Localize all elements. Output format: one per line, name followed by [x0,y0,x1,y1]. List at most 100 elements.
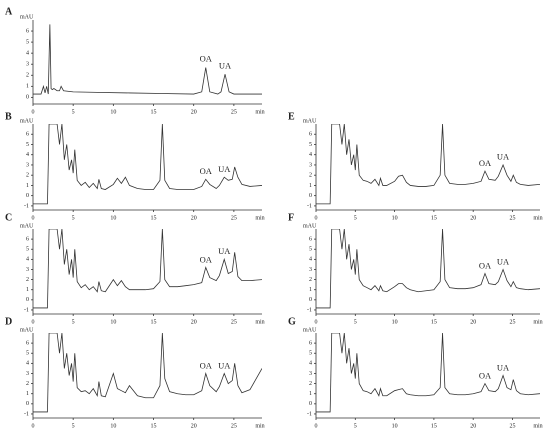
y-tick-label: 4 [26,257,29,263]
x-tick-label: 5 [72,109,75,115]
peak-label: OA [479,158,492,168]
y-tick-label: 1 [309,183,312,189]
y-tick-label: 2 [26,173,29,179]
y-tick-label: 2 [26,73,29,79]
panel-label: E [288,111,295,122]
x-tick-label: 0 [32,215,35,221]
x-tick-label: 5 [354,423,357,429]
x-tick-label: 10 [110,319,116,325]
x-tick-label: 25 [231,423,237,429]
y-tick-label: 6 [26,236,29,242]
y-tick-label: 2 [26,381,29,387]
y-tick-label: 0 [26,297,29,303]
x-tick-label: 5 [354,215,357,221]
peak-label: OA [479,370,492,380]
x-tick-label: 15 [151,215,157,221]
y-tick-label: 5 [309,351,312,357]
y-axis-label: mAU [20,327,34,333]
y-tick-label: 0 [26,95,29,101]
y-tick-label: 1 [309,391,312,397]
x-tick-label: 15 [431,319,437,325]
y-tick-label: -1 [307,411,312,417]
y-tick-label: 6 [309,132,312,138]
panel-label: F [288,212,294,223]
x-tick-label: 15 [431,215,437,221]
x-tick-label: 20 [470,423,476,429]
y-tick-label: 4 [309,152,312,158]
y-tick-label: 6 [26,28,29,34]
x-tick-label: 15 [431,423,437,429]
x-tick-label: 25 [509,215,515,221]
trace [316,124,540,205]
x-tick-label: 0 [32,319,35,325]
x-tick-label: 10 [110,423,116,429]
y-axis-label: mAU [20,223,34,229]
x-tick-label: 15 [151,109,157,115]
x-axis-label: min [533,423,542,429]
y-tick-label: 3 [26,267,29,273]
y-tick-label: 1 [26,391,29,397]
peak-label: OA [200,254,213,264]
x-axis-label: min [255,319,264,325]
y-tick-label: 1 [26,84,29,90]
peak-label: OA [479,260,492,270]
y-tick-label: 1 [26,183,29,189]
y-tick-label: 0 [26,401,29,407]
y-tick-label: -1 [307,307,312,313]
trace [316,229,540,309]
y-tick-label: 4 [26,361,29,367]
x-tick-label: 15 [151,423,157,429]
x-tick-label: 20 [191,423,197,429]
y-tick-label: 6 [26,340,29,346]
x-axis-label: min [255,109,264,115]
y-tick-label: -1 [24,411,29,417]
x-tick-label: 5 [72,423,75,429]
x-tick-label: 0 [32,423,35,429]
y-tick-label: 0 [309,297,312,303]
x-tick-label: 25 [509,319,515,325]
x-tick-label: 20 [191,319,197,325]
y-tick-label: 5 [26,351,29,357]
x-tick-label: 20 [470,319,476,325]
y-tick-label: 0 [26,193,29,199]
x-tick-label: 10 [110,215,116,221]
panel-label: A [5,6,13,17]
y-tick-label: 3 [309,267,312,273]
x-tick-label: 25 [231,319,237,325]
y-axis-label: mAU [303,327,317,333]
y-tick-label: 6 [309,236,312,242]
x-tick-label: 25 [509,423,515,429]
x-tick-label: 0 [315,423,318,429]
y-tick-label: 4 [309,361,312,367]
panel-label: G [288,316,296,327]
x-tick-label: 10 [392,215,398,221]
peak-label: UA [218,246,231,256]
x-tick-label: 25 [231,109,237,115]
y-tick-label: -1 [24,307,29,313]
panel-label: B [5,111,12,122]
y-axis-label: mAU [20,14,34,20]
x-tick-label: 5 [72,215,75,221]
y-tick-label: 2 [309,381,312,387]
x-tick-label: 5 [354,319,357,325]
x-axis-label: min [255,215,264,221]
trace [316,333,540,413]
trace [33,333,262,413]
x-tick-label: 0 [315,319,318,325]
y-tick-label: 1 [309,287,312,293]
y-axis-label: mAU [303,223,317,229]
y-axis-label: mAU [20,118,34,124]
peak-label: UA [497,362,510,372]
y-tick-label: 5 [309,247,312,253]
x-tick-label: 20 [470,215,476,221]
y-tick-label: 0 [309,193,312,199]
peak-label: OA [200,166,213,176]
x-tick-label: 0 [315,215,318,221]
y-tick-label: 5 [309,142,312,148]
x-tick-label: 10 [392,319,398,325]
